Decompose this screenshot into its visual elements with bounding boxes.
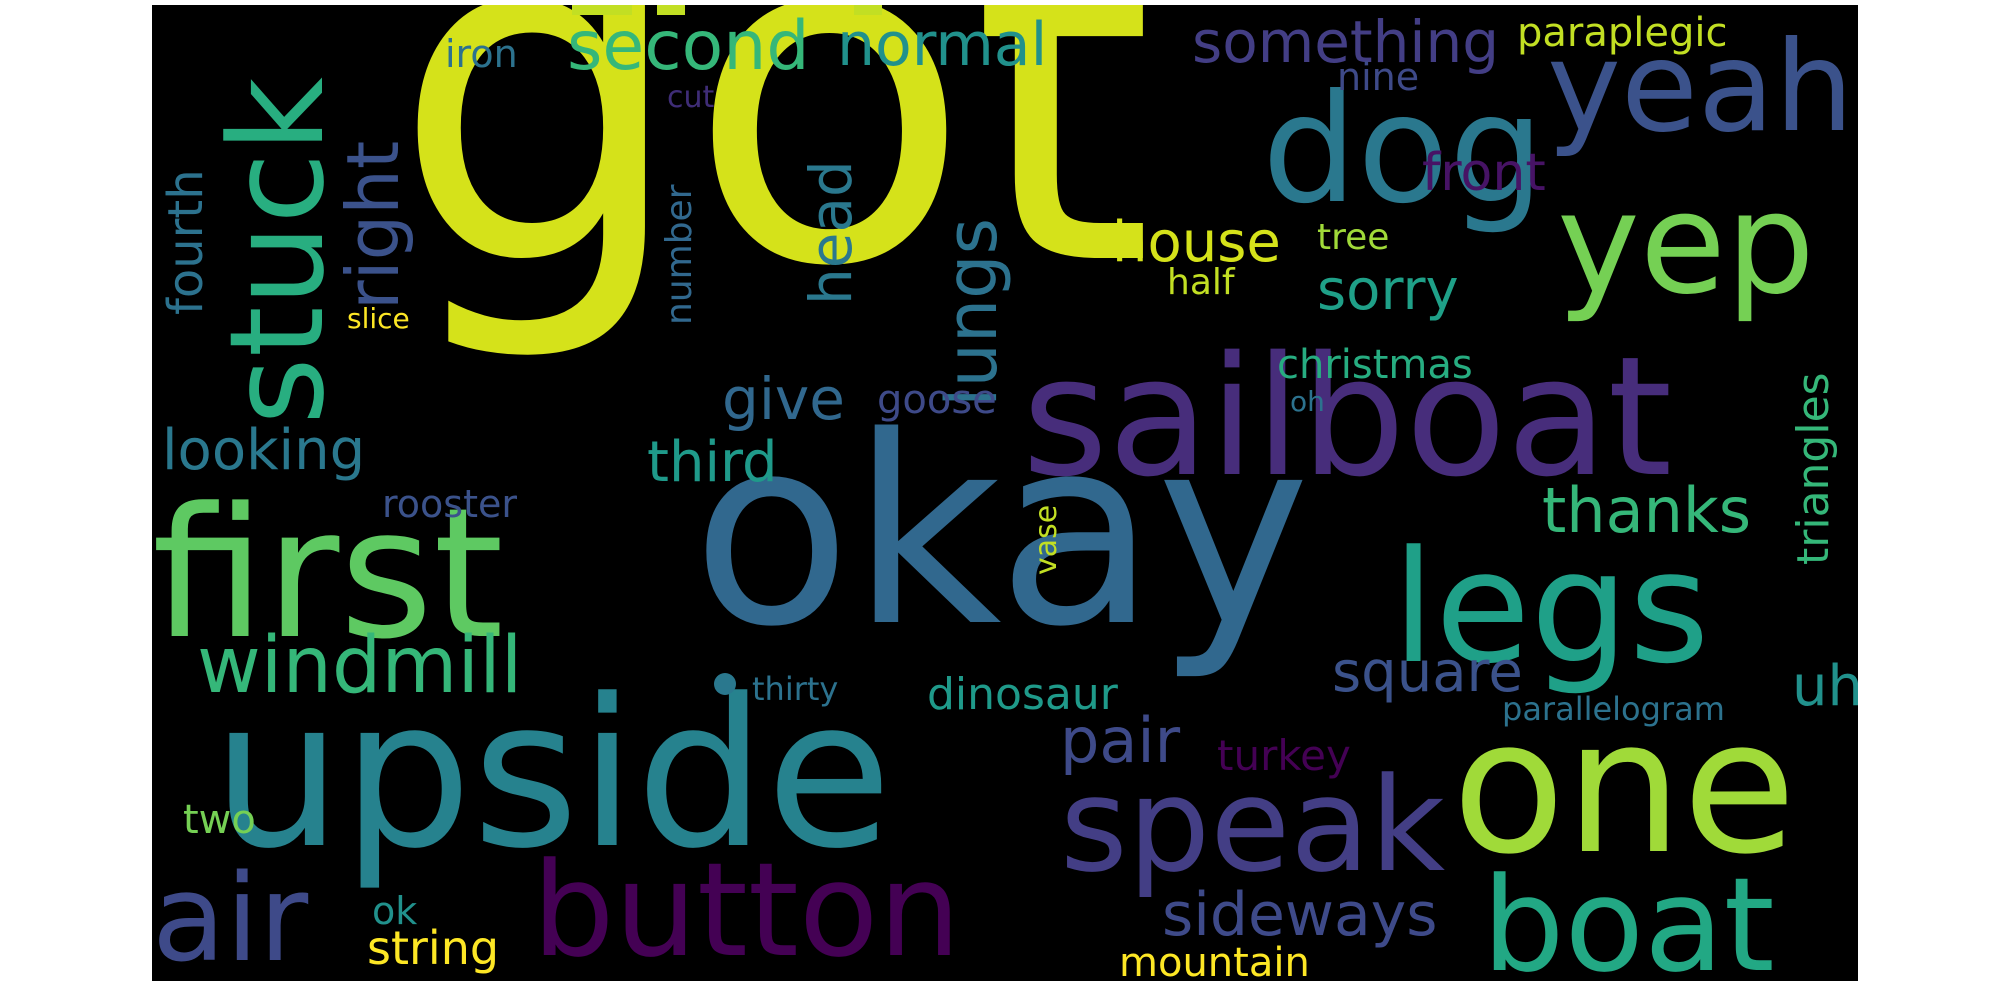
word-cut: cut bbox=[667, 80, 715, 115]
word-nine: nine bbox=[1337, 55, 1420, 99]
word-dog: dog bbox=[1262, 63, 1545, 237]
word-front: front bbox=[1422, 143, 1546, 203]
word-one: one bbox=[1452, 679, 1797, 895]
word-triangles: triangles bbox=[1788, 372, 1839, 565]
word-windmill: windmill bbox=[197, 621, 523, 711]
stray-dot bbox=[714, 673, 736, 695]
word-square: square bbox=[1332, 640, 1523, 705]
word-christmas: christmas bbox=[1277, 342, 1473, 388]
word-stuck: stuck bbox=[201, 77, 353, 425]
word-yeah: yeah bbox=[1547, 15, 1854, 160]
word-speak: speak bbox=[1060, 749, 1446, 901]
word-right: right bbox=[331, 140, 415, 310]
word-air: air bbox=[152, 850, 309, 981]
word-okay: okay bbox=[692, 382, 1311, 684]
word-second: second bbox=[567, 7, 810, 86]
word-head: head bbox=[797, 160, 865, 305]
word-yep: yep bbox=[1557, 163, 1815, 326]
word-upside: upside bbox=[212, 656, 893, 894]
word-string: string bbox=[367, 921, 500, 975]
word-turkey: turkey bbox=[1217, 731, 1351, 780]
fragment-mark bbox=[572, 5, 632, 15]
word-goose: goose bbox=[877, 377, 997, 423]
word-give: give bbox=[722, 365, 845, 433]
word-button: button bbox=[532, 834, 961, 981]
word-legs: legs bbox=[1392, 517, 1710, 698]
word-fourth: fourth bbox=[158, 169, 214, 315]
word-boat: boat bbox=[1482, 849, 1775, 981]
word-oh: oh bbox=[1290, 385, 1325, 418]
word-first: first bbox=[152, 470, 504, 679]
word-third: third bbox=[647, 430, 778, 495]
word-slice: slice bbox=[347, 302, 410, 335]
word-mountain: mountain bbox=[1119, 940, 1310, 981]
word-number: number bbox=[659, 184, 700, 325]
fragment-mark bbox=[854, 5, 882, 15]
word-normal: normal bbox=[837, 10, 1048, 80]
fragment-mark bbox=[657, 5, 685, 15]
word-half: half bbox=[1167, 262, 1235, 303]
word-rooster: rooster bbox=[382, 482, 517, 526]
word-iron: iron bbox=[445, 32, 518, 76]
word-parallelogram: parallelogram bbox=[1502, 690, 1725, 728]
word-sorry: sorry bbox=[1317, 258, 1459, 323]
word-got: got bbox=[392, 5, 1154, 368]
word-looking: looking bbox=[162, 418, 366, 483]
word-cloud: got okay upside sailboat first one legs … bbox=[152, 5, 1858, 981]
word-thanks: thanks bbox=[1542, 474, 1752, 547]
word-house: house bbox=[1112, 210, 1281, 275]
word-tree: tree bbox=[1317, 217, 1390, 258]
word-sideways: sideways bbox=[1162, 880, 1438, 950]
word-two: two bbox=[183, 797, 256, 843]
word-paraplegic: paraplegic bbox=[1517, 10, 1728, 56]
word-dinosaur: dinosaur bbox=[927, 669, 1118, 720]
word-pair: pair bbox=[1060, 704, 1181, 777]
word-sailboat: sailboat bbox=[1022, 321, 1673, 513]
word-vase: vase bbox=[1029, 504, 1064, 575]
fragment-mark bbox=[1004, 5, 1030, 17]
word-uh: uh bbox=[1792, 654, 1858, 719]
word-ok: ok bbox=[372, 889, 418, 933]
word-something: something bbox=[1192, 8, 1500, 76]
word-thirty: thirty bbox=[752, 670, 839, 708]
